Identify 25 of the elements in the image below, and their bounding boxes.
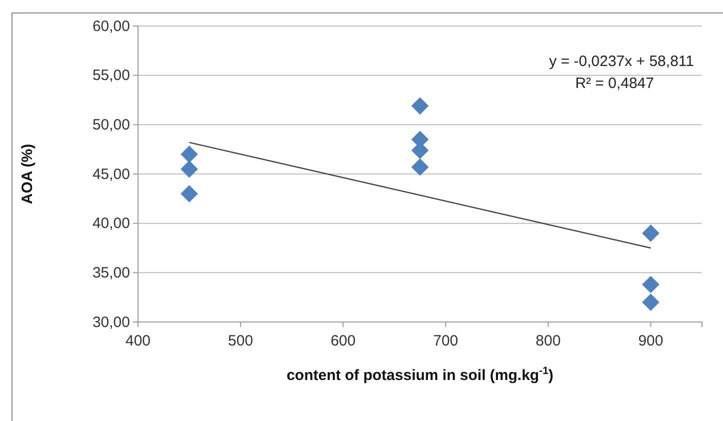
point	[642, 294, 660, 311]
point	[180, 146, 198, 163]
x-tick-label: 500	[228, 332, 254, 350]
y-tick-label: 50,00	[92, 116, 130, 134]
point	[642, 224, 660, 242]
y-tick-label: 45,00	[92, 166, 130, 183]
y-tick-label: 35,00	[92, 264, 130, 282]
y-axis-title: AOA (%)	[19, 144, 36, 204]
y-tick-label: 30,00	[92, 314, 130, 331]
y-tick-label: 40,00	[92, 215, 130, 232]
point	[180, 160, 198, 178]
x-axis-title: content of potassium in soil (mg.kg$^{-1}$)	[286, 365, 554, 384]
x-tick-label: 400	[125, 332, 151, 350]
y-tick-label: 55,00	[92, 67, 130, 84]
y-tick-label: 60,00	[92, 18, 130, 35]
x-tick-label: 700	[433, 332, 458, 350]
x-tick-label: 800	[536, 332, 561, 350]
annotation: R² = 0,4847	[575, 75, 654, 92]
point	[642, 276, 660, 294]
point	[411, 97, 429, 115]
x-tick-label: 900	[638, 332, 664, 350]
annotation: y = -0,0237x + 58,811	[549, 53, 694, 70]
point	[411, 158, 429, 176]
point	[180, 185, 198, 202]
x-tick-label: 600	[330, 332, 356, 350]
